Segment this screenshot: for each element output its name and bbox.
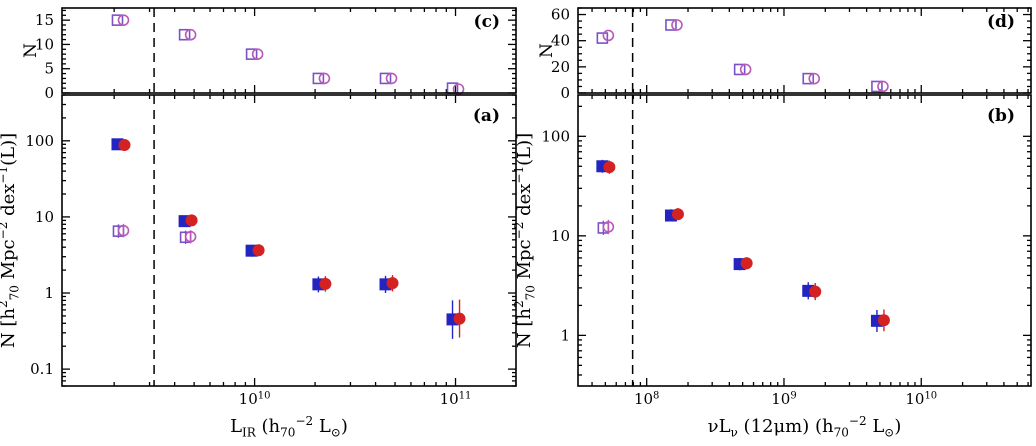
- series-lf-open-circles-subsample: [117, 223, 197, 244]
- x-tick-label: 1010: [239, 390, 271, 408]
- open-circle-marker: [808, 72, 821, 85]
- panel-a: 1010 1011 0.1 1 10 100 (a) N [h270 Mpc−2 dex−1(…: [0, 94, 517, 440]
- y-tick-label: 10: [35, 35, 54, 53]
- open-square-marker: [379, 72, 392, 85]
- open-square-marker: [733, 63, 746, 76]
- open-square-marker: [312, 72, 325, 85]
- open-circle-marker: [385, 72, 398, 85]
- open-square-marker: [871, 80, 883, 93]
- series-lf-filled-blue-squares: [596, 159, 883, 333]
- open-circle-marker: [117, 14, 130, 26]
- y-tick-label: 10: [35, 208, 54, 226]
- axis-tick-labels: 0 20 40 60: [551, 6, 570, 102]
- axis-frame: [577, 94, 1032, 387]
- x-axis-label: νLν (12μm) (h70−2 L⊙): [708, 414, 902, 439]
- y-tick-label: 5: [44, 60, 54, 78]
- filled-circle-marker: [740, 257, 753, 270]
- open-circle-marker: [602, 221, 615, 233]
- panel-label: (d): [987, 12, 1015, 32]
- open-circle-marker: [318, 72, 331, 85]
- filled-circle-marker: [453, 312, 466, 325]
- open-circle-marker: [602, 29, 615, 42]
- panel-d: 0 20 40 60 (d) N: [537, 6, 1032, 102]
- open-circle-marker: [739, 63, 752, 76]
- y-axis-label: N: [21, 43, 41, 58]
- open-square-marker: [245, 48, 258, 60]
- open-square-marker: [111, 14, 124, 26]
- y-tick-label: 100: [25, 132, 54, 150]
- series-counts-open-squares: [596, 19, 883, 93]
- y-axis-label: N [h270 Mpc−2 dex−1(L)]: [0, 133, 22, 348]
- y-tick-label: 100: [541, 127, 570, 145]
- x-tick-label: 109: [771, 390, 796, 408]
- x-axis-label: LIR (h70−2 L⊙): [230, 414, 348, 439]
- open-square-marker: [802, 72, 815, 85]
- panel-label: (a): [473, 106, 500, 126]
- axis-frame: [577, 7, 1032, 94]
- open-circle-marker: [877, 80, 889, 93]
- panel-label: (b): [987, 106, 1015, 126]
- filled-circle-marker: [809, 285, 822, 298]
- open-circle-marker: [452, 83, 465, 95]
- axis-frame: [61, 7, 517, 94]
- axis-tick-labels: 0 5 10 15: [35, 11, 54, 102]
- x-tick-label: 1011: [440, 390, 472, 408]
- axis-tick-labels: 1010 1011 0.1 1 10 100: [25, 132, 471, 408]
- series-counts-open-squares: [111, 14, 459, 94]
- open-square-marker: [596, 32, 609, 44]
- y-tick-label: 15: [35, 11, 54, 29]
- y-tick-label: 10: [551, 227, 570, 245]
- axis-frame: [61, 94, 517, 387]
- axis-tick-labels: 108 109 1010 1 10 100: [541, 127, 937, 408]
- series-counts-open-circles: [117, 14, 465, 95]
- axis-ticks: [62, 8, 517, 94]
- x-tick-label: 108: [634, 390, 659, 408]
- y-tick-label: 20: [551, 58, 570, 76]
- filled-circle-marker: [252, 244, 265, 257]
- panel-label: (c): [474, 12, 500, 32]
- panel-b: 108 109 1010 1 10 100 (b) N [h270 Mpc−2 dex−1(L…: [512, 94, 1032, 440]
- y-tick-label: 0: [44, 84, 54, 102]
- open-square-marker: [178, 28, 191, 41]
- filled-circle-marker: [319, 277, 332, 290]
- series-counts-open-circles: [602, 19, 889, 93]
- panel-c: 0 5 10 15 (c) N: [21, 7, 517, 102]
- open-circle-marker: [184, 230, 197, 243]
- y-tick-label: 0.1: [30, 360, 54, 378]
- filled-circle-marker: [671, 208, 684, 221]
- axis-ticks: [62, 94, 517, 387]
- series-lf-open-circles-subsample: [602, 219, 615, 235]
- open-circle-marker: [251, 48, 264, 60]
- y-tick-label: 40: [551, 32, 570, 50]
- series-lf-filled-red-circles: [603, 160, 890, 332]
- y-tick-label: 0: [560, 84, 570, 102]
- filled-circle-marker: [185, 214, 198, 227]
- open-circle-marker: [117, 224, 130, 237]
- y-tick-label: 1: [44, 284, 54, 302]
- y-tick-label: 1: [560, 326, 570, 344]
- y-axis-label: N [h270 Mpc−2 dex−1(L)]: [512, 133, 537, 348]
- axis-ticks: [578, 7, 1031, 94]
- filled-circle-marker: [603, 161, 616, 174]
- filled-circle-marker: [118, 139, 131, 152]
- series-lf-filled-blue-squares: [111, 138, 459, 339]
- series-lf-open-squares-subsample: [112, 224, 192, 245]
- axis-ticks: [578, 95, 1031, 386]
- open-square-marker: [665, 19, 677, 31]
- series-lf-filled-red-circles: [118, 139, 466, 338]
- open-circle-marker: [671, 19, 683, 31]
- filled-circle-marker: [877, 314, 890, 327]
- open-circle-marker: [184, 28, 197, 41]
- filled-circle-marker: [386, 277, 399, 290]
- y-tick-label: 60: [551, 6, 570, 24]
- y-axis-label: N: [537, 43, 557, 58]
- x-tick-label: 1010: [905, 390, 937, 408]
